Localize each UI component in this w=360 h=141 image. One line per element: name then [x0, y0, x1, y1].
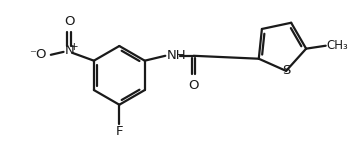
- Text: +: +: [70, 42, 78, 52]
- Text: O: O: [188, 79, 199, 92]
- Text: N: N: [64, 44, 74, 57]
- Text: O: O: [64, 15, 75, 28]
- Text: ⁻O: ⁻O: [30, 48, 47, 61]
- Text: NH: NH: [166, 49, 186, 62]
- Text: S: S: [282, 64, 290, 77]
- Text: CH₃: CH₃: [327, 39, 348, 52]
- Text: F: F: [116, 125, 123, 138]
